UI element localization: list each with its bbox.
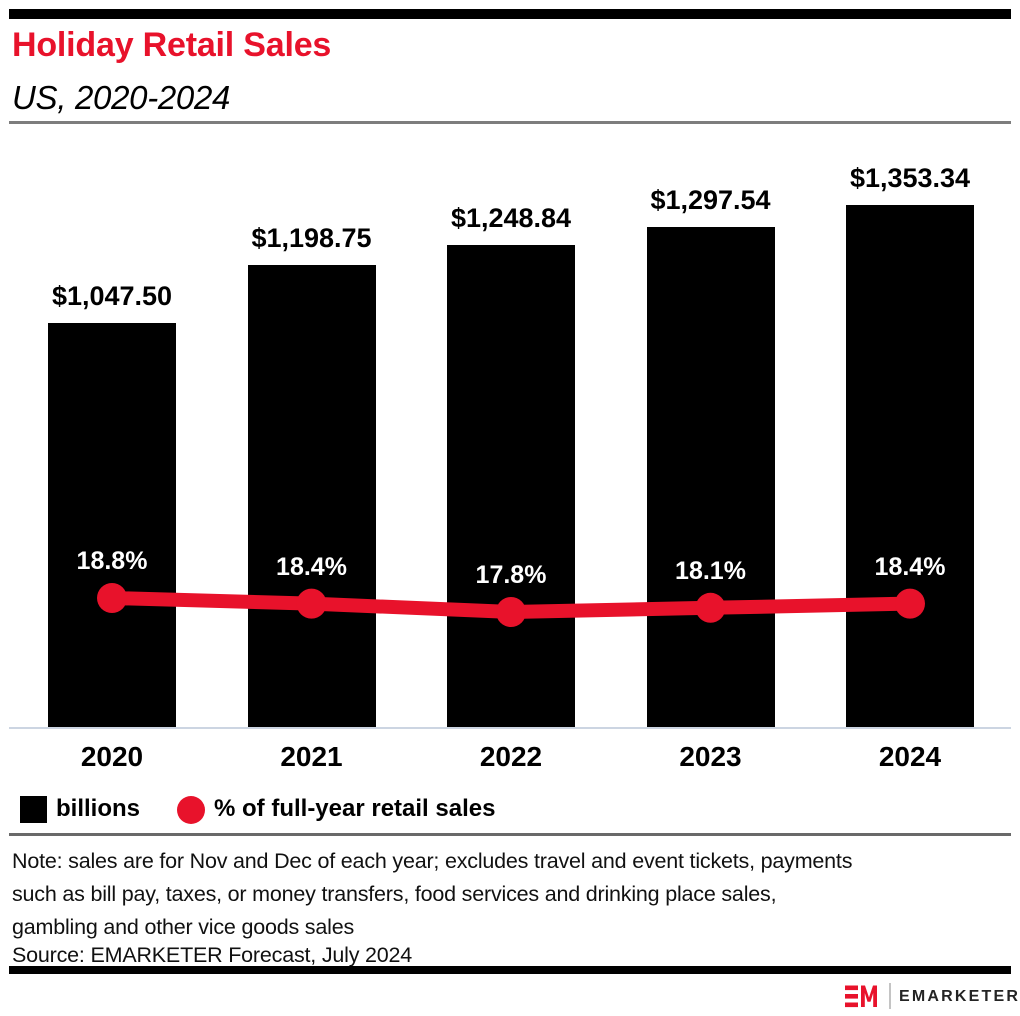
top-rule: [9, 9, 1011, 19]
line-value-label-2021: 18.4%: [276, 552, 347, 581]
line-value-label-2023: 18.1%: [675, 556, 746, 585]
footnote-line: Note: sales are for Nov and Dec of each …: [12, 849, 853, 873]
logo-divider: [889, 983, 891, 1009]
bar-value-label-2020: $1,047.50: [51, 281, 173, 311]
legend-line-swatch: [177, 796, 205, 824]
pct-marker-2023: [695, 592, 726, 623]
legend-bar-label: billions: [56, 795, 140, 822]
bar-2020: [48, 323, 176, 727]
footnote-line: gambling and other vice goods sales: [12, 915, 354, 939]
x-axis-line: [9, 727, 1011, 729]
x-axis-label-2024: 2024: [878, 741, 942, 772]
bar-2024: [846, 205, 974, 727]
header-divider: [9, 121, 1011, 124]
footnote-line: such as bill pay, taxes, or money transf…: [12, 882, 777, 906]
pct-marker-2020: [97, 583, 127, 613]
page-subtitle: US, 2020-2024: [12, 79, 231, 116]
bar-value-label-2024: $1,353.34: [849, 163, 971, 193]
line-value-label-2020: 18.8%: [76, 547, 148, 575]
pct-marker-2024: [895, 588, 925, 619]
line-value-label-2024: 18.4%: [874, 552, 946, 581]
bar-value-label-2023: $1,297.54: [650, 184, 771, 215]
brand-name: EMARKETER: [899, 988, 1020, 1005]
pct-marker-2021: [296, 588, 327, 619]
bar-value-label-2021: $1,198.75: [251, 222, 372, 253]
pct-marker-2022: [496, 597, 526, 627]
line-value-label-2022: 17.8%: [475, 561, 547, 589]
x-axis-label-2021: 2021: [280, 741, 343, 772]
bar-2022: [447, 245, 575, 727]
emarketer-logo-icon: [845, 985, 877, 1008]
pct-line: [111, 591, 911, 620]
legend-bar-swatch: [20, 796, 47, 823]
bar-value-label-2022: $1,248.84: [450, 203, 572, 234]
legend-divider: [9, 833, 1011, 836]
footer-rule: [9, 966, 1011, 974]
source-line: Source: EMARKETER Forecast, July 2024: [12, 943, 413, 967]
bar-2021: [247, 264, 376, 727]
legend-line-label: % of full-year retail sales: [214, 795, 496, 822]
page-title: Holiday Retail Sales: [12, 26, 332, 64]
x-axis-label-2022: 2022: [479, 741, 543, 772]
bar-2023: [646, 226, 775, 727]
footnote: Note: sales are for Nov and Dec of each …: [12, 845, 852, 944]
x-axis-label-2020: 2020: [80, 741, 144, 772]
x-axis-label-2023: 2023: [679, 741, 742, 772]
